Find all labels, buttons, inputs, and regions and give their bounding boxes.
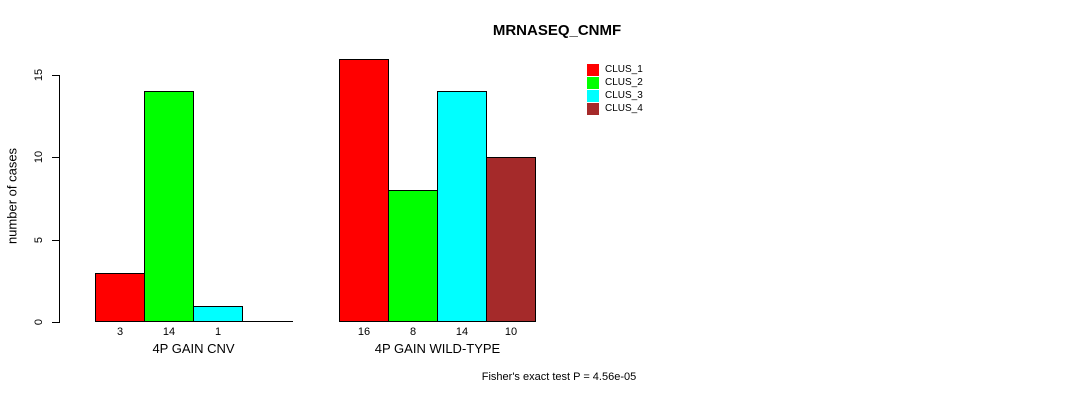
- bar-value-label: 14: [162, 326, 176, 338]
- bar-value-label: 1: [214, 326, 222, 338]
- annotation-text: Fisher's exact test P = 4.56e-05: [481, 371, 637, 383]
- bar-clus_2-group1: [144, 91, 194, 322]
- legend-swatch-clus_1: [587, 63, 599, 76]
- bar-clus_3-group1: [193, 306, 243, 322]
- y-tick-mark: [52, 240, 59, 241]
- legend-label: CLUS_3: [605, 90, 643, 101]
- legend-label: CLUS_1: [605, 64, 643, 75]
- group-label: 4P GAIN CNV: [152, 341, 235, 356]
- y-axis-line: [59, 75, 60, 323]
- bar-clus_1-group2: [339, 59, 389, 322]
- legend-swatch-clus_2: [587, 76, 599, 89]
- legend-label: CLUS_2: [605, 77, 643, 88]
- y-tick-label: 5: [33, 236, 45, 244]
- bar-clus_3-group2: [437, 91, 487, 322]
- legend-row: CLUS_2: [587, 76, 643, 89]
- y-tick-mark: [52, 75, 59, 76]
- legend-row: CLUS_4: [587, 102, 643, 115]
- bar-value-label: 3: [116, 326, 124, 338]
- bar-value-label: 14: [455, 326, 469, 338]
- y-tick-mark: [52, 157, 59, 158]
- zero-bar-clus_4-group1: [242, 321, 293, 322]
- bar-clus_1-group1: [95, 273, 145, 322]
- y-axis-label: number of cases: [4, 147, 20, 245]
- legend-swatch-clus_3: [587, 89, 599, 102]
- y-tick-label: 0: [33, 318, 45, 326]
- bar-value-label: 8: [409, 326, 417, 338]
- legend-swatch-clus_4: [587, 102, 599, 115]
- legend-row: CLUS_3: [587, 89, 643, 102]
- legend: CLUS_1 CLUS_2 CLUS_3 CLUS_4: [587, 63, 643, 115]
- y-tick-label: 15: [33, 68, 45, 82]
- chart-title: MRNASEQ_CNMF: [492, 22, 622, 39]
- bar-value-label: 16: [357, 326, 371, 338]
- y-tick-mark: [52, 322, 59, 323]
- legend-label: CLUS_4: [605, 103, 643, 114]
- legend-row: CLUS_1: [587, 63, 643, 76]
- group-label: 4P GAIN WILD-TYPE: [374, 341, 501, 356]
- y-tick-label: 10: [33, 150, 45, 164]
- bar-value-label: 10: [504, 326, 518, 338]
- bar-clus_4-group2: [486, 157, 536, 322]
- bar-clus_2-group2: [388, 190, 438, 322]
